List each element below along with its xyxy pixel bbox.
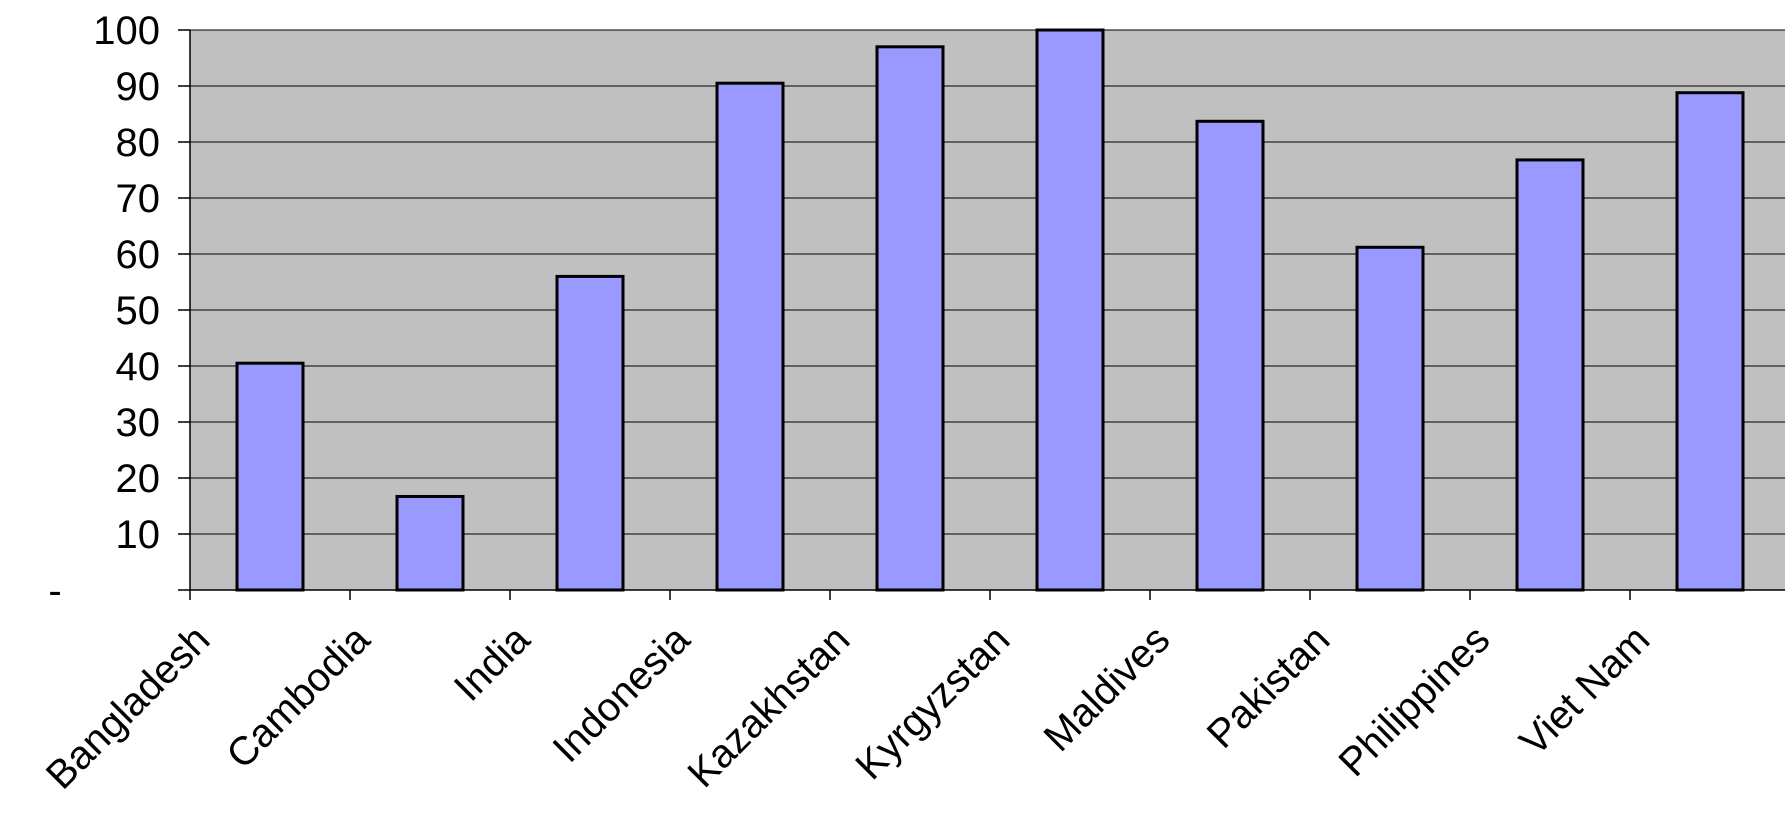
y-tick-label: 80 bbox=[116, 121, 161, 165]
y-tick-labels: - 10 20 30 40 50 60 70 80 90 100 bbox=[48, 9, 160, 613]
bar-indonesia bbox=[715, 81, 785, 592]
bar-maldives bbox=[1195, 119, 1265, 592]
x-tick-label: Cambodia bbox=[218, 617, 379, 778]
x-tick-label: Philippines bbox=[1330, 617, 1498, 785]
x-tick-label: Kazakhstan bbox=[679, 617, 858, 796]
y-tick-label: 40 bbox=[116, 345, 161, 389]
y-tick-label: 90 bbox=[116, 65, 161, 109]
y-tick-label: 20 bbox=[116, 457, 161, 501]
bars bbox=[235, 28, 1745, 592]
x-tick-label: Maldives bbox=[1036, 617, 1179, 760]
bar-philippines bbox=[1515, 158, 1585, 592]
bar-kyrgyzstan bbox=[1035, 28, 1105, 592]
x-tick-label: Indonesia bbox=[545, 617, 699, 771]
bar-viet-nam bbox=[1675, 91, 1745, 592]
y-tick-label: 10 bbox=[116, 513, 161, 557]
axes bbox=[178, 29, 1785, 600]
x-tick-label: Bangladesh bbox=[38, 617, 219, 798]
x-tick-label: India bbox=[446, 617, 539, 710]
y-tick-label: 100 bbox=[93, 9, 160, 53]
y-tick-label: 60 bbox=[116, 233, 161, 277]
bar-india bbox=[555, 274, 625, 592]
y-tick-label: 30 bbox=[116, 401, 161, 445]
y-tick-label: 70 bbox=[116, 177, 161, 221]
bar-bangladesh bbox=[235, 361, 305, 592]
x-tick-label: Kyrgyzstan bbox=[847, 617, 1018, 788]
x-tick-label: Viet Nam bbox=[1511, 617, 1658, 764]
x-tick-label: Pakistan bbox=[1199, 617, 1339, 757]
y-tick-label: - bbox=[48, 569, 61, 613]
bar-kazakhstan bbox=[875, 45, 945, 592]
bar-pakistan bbox=[1355, 245, 1425, 592]
y-tick-label: 50 bbox=[116, 289, 161, 333]
x-tick-labels: Bangladesh Cambodia India IndonesiaKazakhst… bbox=[38, 617, 1659, 798]
bar-cambodia bbox=[395, 494, 465, 592]
